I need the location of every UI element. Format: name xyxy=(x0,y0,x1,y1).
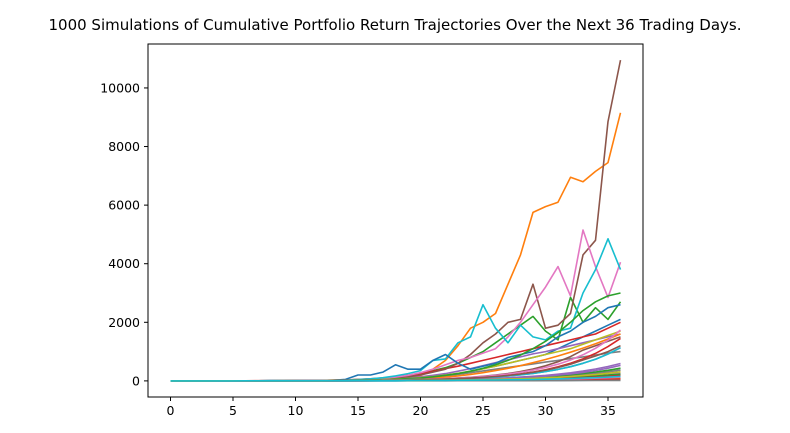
x-tick-label: 0 xyxy=(167,403,175,418)
x-tick-label: 35 xyxy=(600,403,616,418)
x-tick-label: 20 xyxy=(413,403,429,418)
series-line-9 xyxy=(170,330,621,382)
series-line-40 xyxy=(170,375,621,382)
plot-frame xyxy=(147,43,644,398)
series-line-10 xyxy=(170,238,622,382)
x-tick-label: 10 xyxy=(288,403,304,418)
y-tick-label: 4000 xyxy=(108,256,140,271)
x-tick-label: 15 xyxy=(350,403,366,418)
series-line-27 xyxy=(170,329,622,382)
y-tick-label: 6000 xyxy=(108,198,140,213)
series-line-6 xyxy=(170,59,622,382)
axes-layer: 0 5 10 15 20 25 30 35 0 2000 4000 6000 8000 10000 xyxy=(100,43,644,418)
x-tick-label: 30 xyxy=(538,403,554,418)
series-line-7 xyxy=(170,229,622,382)
y-tick-label: 8000 xyxy=(108,139,140,154)
y-tick-label: 2000 xyxy=(108,315,140,330)
y-tick-label: 0 xyxy=(132,373,140,388)
y-tick-label: 10000 xyxy=(100,80,140,95)
x-tick-label: 25 xyxy=(475,403,491,418)
series-layer xyxy=(170,59,622,382)
chart-title: 1000 Simulations of Cumulative Portfolio… xyxy=(48,16,741,34)
x-tick-label: 5 xyxy=(229,403,237,418)
